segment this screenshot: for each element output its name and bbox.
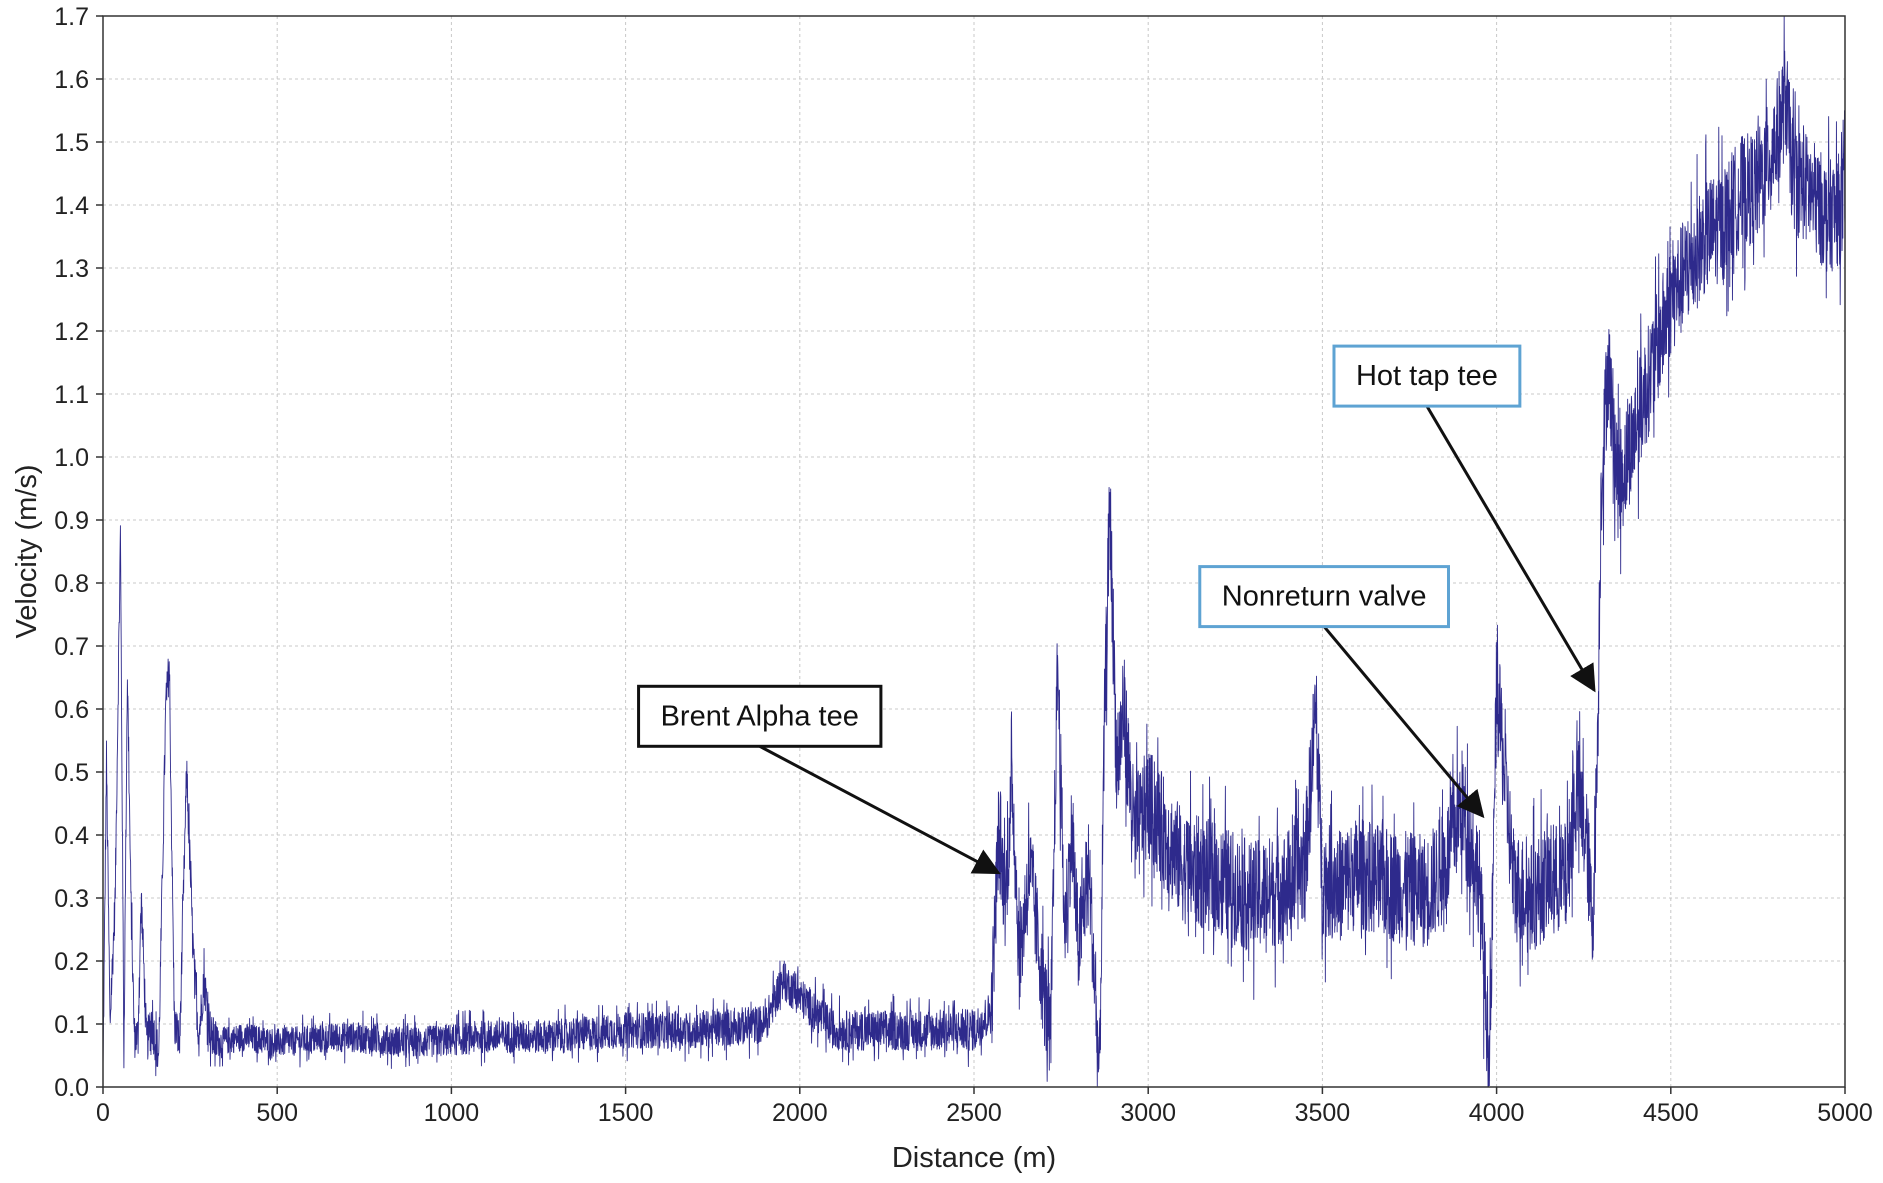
annotation: Nonreturn valve: [1198, 565, 1485, 819]
x-tick-label: 0: [96, 1099, 110, 1127]
y-tick-label: 0.5: [54, 759, 89, 787]
y-tick-label: 0.7: [54, 633, 89, 661]
x-axis-title: Distance (m): [892, 1142, 1056, 1174]
x-tick-label: 4500: [1643, 1099, 1699, 1127]
annotation: Hot tap tee: [1332, 344, 1596, 693]
x-tick-label: 1000: [424, 1099, 480, 1127]
x-tick-label: 2500: [946, 1099, 1002, 1127]
x-tick-label: 3500: [1295, 1099, 1351, 1127]
y-tick-label: 1.5: [54, 129, 89, 157]
y-axis-ticks: 0.0 0.1 0.2 0.3 0.4 0.5 0.6 0.7 0.8 0.9 1.0 1.1 1.2 1…: [54, 3, 103, 1102]
y-tick-label: 0.9: [54, 507, 89, 535]
y-tick-label: 0.3: [54, 885, 89, 913]
annotations: Brent Alpha tee Nonreturn valve Hot tap te…: [637, 344, 1596, 875]
x-tick-label: 3000: [1120, 1099, 1176, 1127]
y-tick-label: 1.4: [54, 192, 89, 220]
annotation-box: [1332, 344, 1522, 408]
annotation-box: [637, 684, 883, 748]
y-tick-label: 1.3: [54, 255, 89, 283]
annotation-arrow: [1322, 625, 1485, 819]
y-tick-label: 1.0: [54, 444, 89, 472]
x-tick-label: 500: [256, 1099, 298, 1127]
y-axis-title: Velocity (m/s): [11, 464, 43, 638]
annotation-arrow: [1425, 405, 1596, 693]
y-tick-label: 0.0: [54, 1074, 89, 1102]
y-tick-label: 1.1: [54, 381, 89, 409]
y-tick-label: 0.4: [54, 822, 89, 850]
y-tick-label: 0.6: [54, 696, 89, 724]
series-layer: [102, 15, 1846, 1088]
annotation-box: [1198, 565, 1451, 629]
annotation-label: Brent Alpha tee: [661, 700, 859, 732]
y-tick-label: 1.7: [54, 3, 89, 31]
x-tick-label: 2000: [772, 1099, 828, 1127]
annotation-arrow: [759, 744, 1001, 875]
y-tick-label: 0.8: [54, 570, 89, 598]
x-tick-label: 5000: [1817, 1099, 1873, 1127]
y-tick-label: 1.2: [54, 318, 89, 346]
y-tick-label: 0.1: [54, 1011, 89, 1039]
annotation: Brent Alpha tee: [637, 684, 1001, 875]
annotation-label: Nonreturn valve: [1222, 581, 1427, 613]
y-tick-label: 0.2: [54, 948, 89, 976]
grid: [103, 16, 1845, 1087]
annotation-label: Hot tap tee: [1356, 360, 1498, 392]
x-tick-label: 1500: [598, 1099, 654, 1127]
x-axis-ticks: 0 500 1000 1500 2000 2500 3000 3500 4000 4500 5000: [96, 1087, 1873, 1127]
series-line: [102, 15, 1846, 1088]
x-tick-label: 4000: [1469, 1099, 1525, 1127]
y-tick-label: 1.6: [54, 66, 89, 94]
